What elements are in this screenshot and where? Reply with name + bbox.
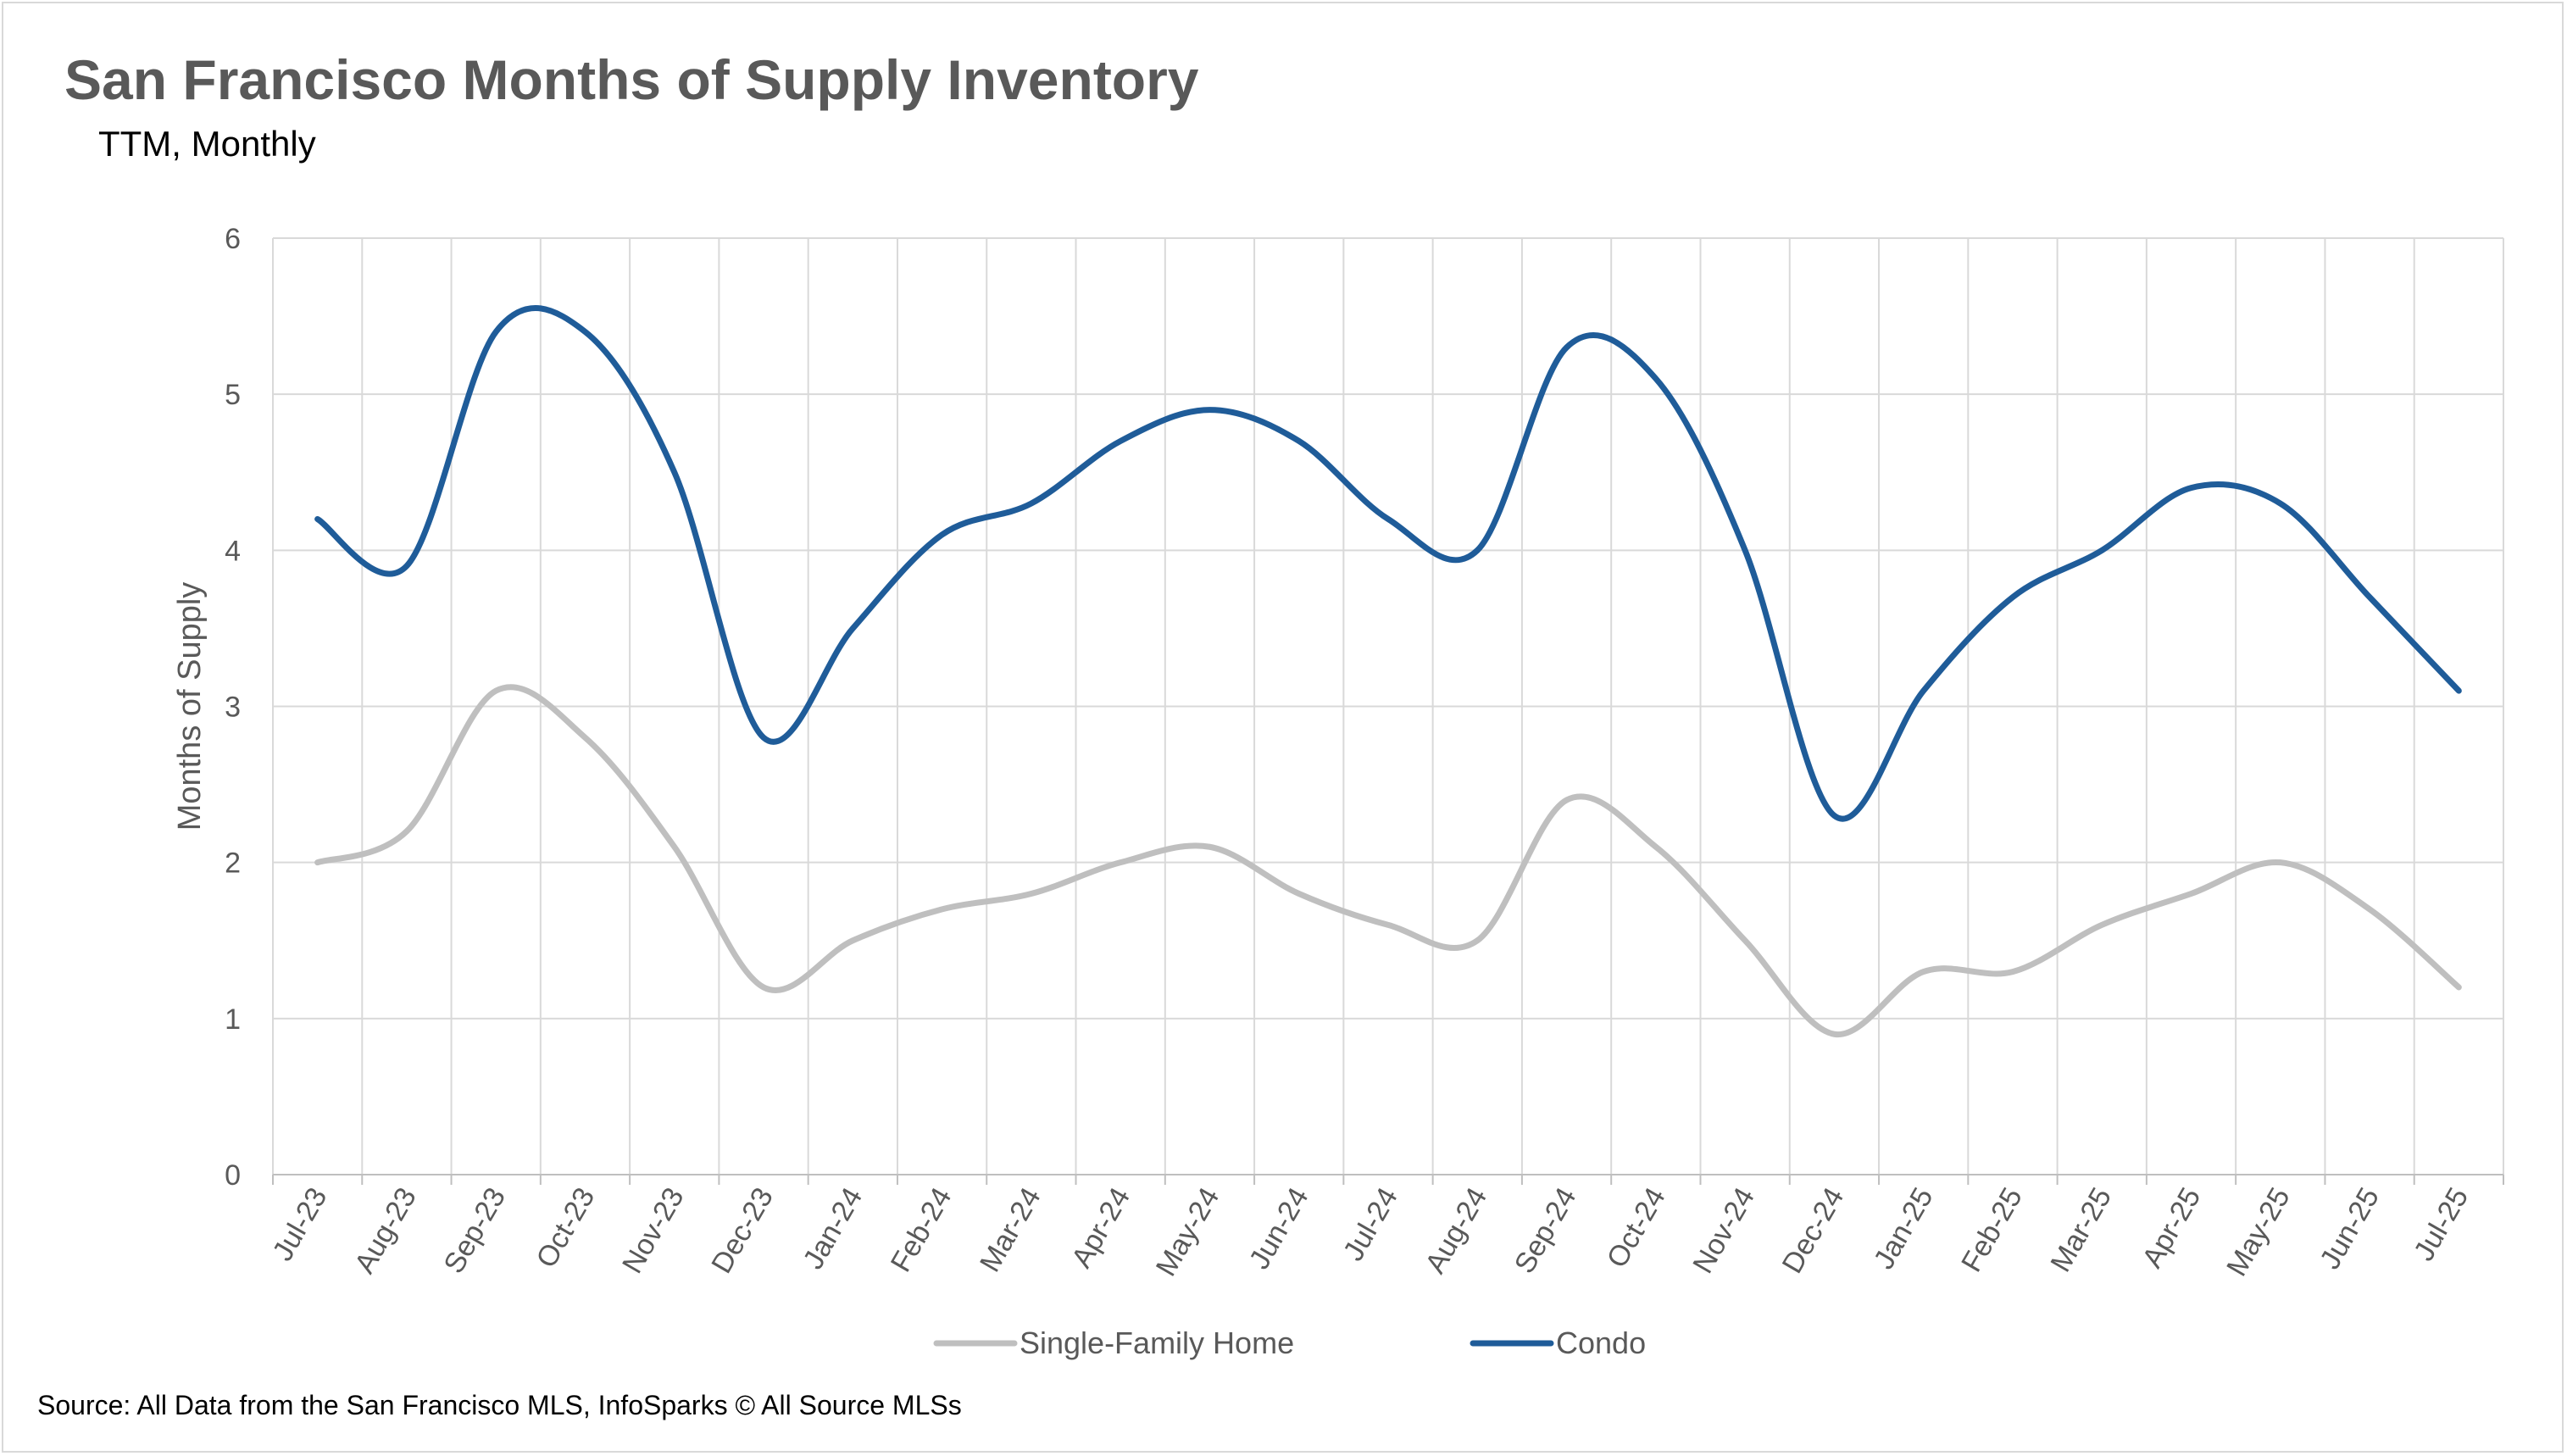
x-tick-label: Jan-24 [797, 1182, 869, 1275]
x-tick-label: Jul-25 [2408, 1182, 2475, 1266]
legend-label-condo: Condo [1556, 1325, 1646, 1360]
x-tick-label: Oct-23 [530, 1182, 601, 1273]
x-tick-label: Aug-24 [1419, 1182, 1493, 1279]
x-tick-label: Jan-25 [1868, 1182, 1940, 1275]
source-note: Source: All Data from the San Francisco … [37, 1390, 962, 1420]
x-tick-label: May-24 [1150, 1182, 1226, 1281]
y-tick-label: 5 [225, 379, 241, 411]
x-tick-label: Jun-24 [1243, 1182, 1315, 1275]
y-axis-title: Months of Supply [172, 582, 208, 831]
x-tick-label: Jul-23 [266, 1182, 333, 1266]
x-tick-label: Sep-23 [437, 1182, 512, 1279]
x-tick-label: Oct-24 [1601, 1182, 1672, 1273]
x-tick-label: Mar-24 [974, 1182, 1047, 1277]
x-tick-label: Dec-23 [705, 1182, 780, 1279]
legend: Single-Family Home Condo [933, 1325, 1646, 1360]
x-tick-label: Dec-24 [1776, 1182, 1851, 1279]
x-tick-label: Sep-24 [1509, 1182, 1583, 1279]
x-tick-label: Aug-23 [348, 1182, 423, 1279]
x-tick-label: Jul-24 [1337, 1182, 1404, 1266]
x-tick-label: Jun-25 [2314, 1182, 2386, 1275]
y-tick-label: 1 [225, 1003, 241, 1036]
x-tick-label: Apr-24 [1065, 1182, 1136, 1273]
y-tick-label: 4 [225, 535, 241, 567]
x-tick-label: Nov-24 [1686, 1182, 1761, 1279]
y-tick-label: 6 [225, 223, 241, 255]
x-tick-label: Mar-25 [2044, 1182, 2118, 1277]
y-tick-label: 3 [225, 692, 241, 724]
y-tick-label: 2 [225, 847, 241, 880]
series-line-condo [314, 305, 2462, 822]
y-tick-label: 0 [225, 1159, 241, 1192]
x-tick-label: Feb-25 [1955, 1182, 2029, 1277]
x-tick-label: Nov-23 [616, 1182, 691, 1279]
series-line-single-family-home [314, 684, 2462, 1037]
chart-subtitle: TTM, Monthly [98, 124, 316, 164]
x-tick-label: Feb-24 [885, 1182, 958, 1277]
legend-label-single-family-home: Single-Family Home [1020, 1325, 1294, 1360]
series-lines [314, 305, 2462, 1037]
x-tick-label: Apr-25 [2136, 1182, 2208, 1273]
x-tick-label: May-25 [2220, 1182, 2297, 1281]
chart-title: San Francisco Months of Supply Inventory [64, 48, 1199, 111]
gridlines [272, 237, 2504, 1175]
